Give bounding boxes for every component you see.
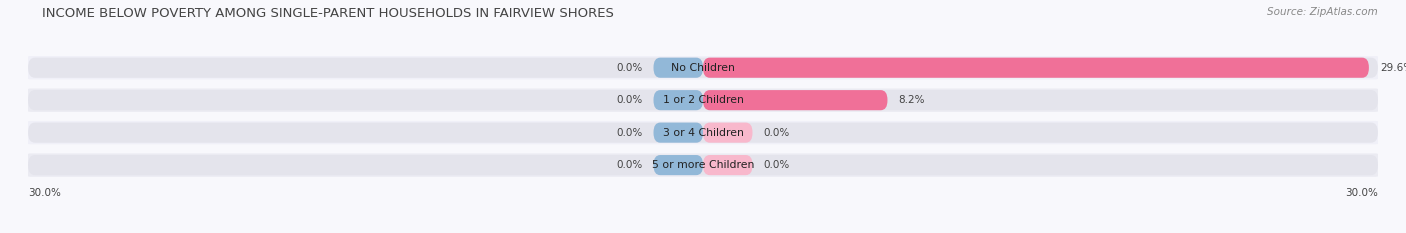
Text: 0.0%: 0.0% [763,160,790,170]
Text: Source: ZipAtlas.com: Source: ZipAtlas.com [1267,7,1378,17]
FancyBboxPatch shape [703,58,1369,78]
Text: No Children: No Children [671,63,735,73]
FancyBboxPatch shape [28,123,1378,143]
Text: 29.6%: 29.6% [1381,63,1406,73]
FancyBboxPatch shape [654,58,703,78]
Text: 0.0%: 0.0% [616,160,643,170]
Text: 5 or more Children: 5 or more Children [652,160,754,170]
FancyBboxPatch shape [703,123,752,143]
Text: 0.0%: 0.0% [616,128,643,138]
FancyBboxPatch shape [24,121,1382,144]
Text: 0.0%: 0.0% [763,128,790,138]
Text: 8.2%: 8.2% [898,95,925,105]
Text: 1 or 2 Children: 1 or 2 Children [662,95,744,105]
FancyBboxPatch shape [24,56,1382,79]
FancyBboxPatch shape [24,89,1382,112]
FancyBboxPatch shape [28,155,1378,175]
Text: 0.0%: 0.0% [616,63,643,73]
Text: 30.0%: 30.0% [1346,188,1378,199]
FancyBboxPatch shape [654,155,703,175]
FancyBboxPatch shape [24,153,1382,177]
Text: INCOME BELOW POVERTY AMONG SINGLE-PARENT HOUSEHOLDS IN FAIRVIEW SHORES: INCOME BELOW POVERTY AMONG SINGLE-PARENT… [42,7,614,20]
FancyBboxPatch shape [28,90,1378,110]
FancyBboxPatch shape [654,90,703,110]
Text: 0.0%: 0.0% [616,95,643,105]
FancyBboxPatch shape [703,90,887,110]
Text: 30.0%: 30.0% [28,188,60,199]
FancyBboxPatch shape [703,155,752,175]
Text: 3 or 4 Children: 3 or 4 Children [662,128,744,138]
FancyBboxPatch shape [654,123,703,143]
FancyBboxPatch shape [28,58,1378,78]
